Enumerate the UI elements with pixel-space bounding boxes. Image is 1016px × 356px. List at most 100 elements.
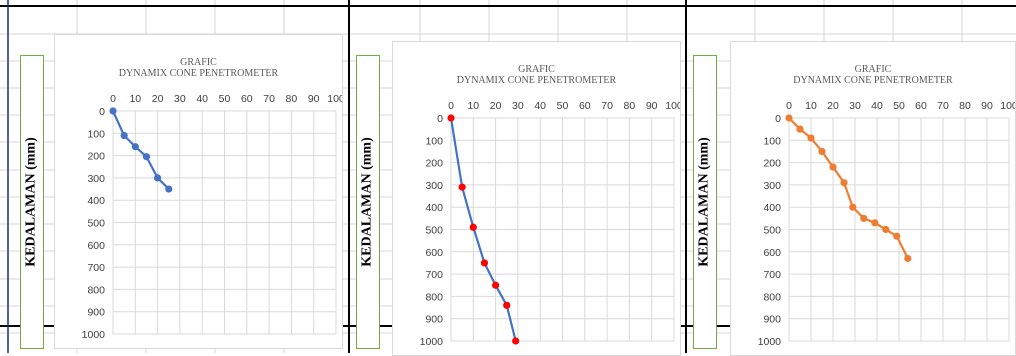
y-tick-label: 500: [425, 225, 443, 237]
chart-plot: 0 10 20 30 40 50 60 70 80 90 100010020030040050060…: [82, 93, 342, 341]
x-tick-label: 30: [174, 93, 186, 105]
data-point: [796, 125, 804, 133]
dcp-chart-3[interactable]: GRAFIC DYNAMIX CONE PENETROMETER 0 10 20 30…: [730, 41, 1016, 356]
x-tick-label: 70: [263, 93, 275, 105]
dcp-chart-2[interactable]: GRAFIC DYNAMIX CONE PENETROMETER 0 10 20 30…: [392, 41, 681, 356]
y-tick-label: 800: [763, 291, 781, 303]
y-tick-label: 900: [763, 314, 781, 326]
chart-panel-2: KEDALAMAN (mm) GRAFIC DYNAMIX CONE PENET…: [354, 6, 681, 356]
chart-title: GRAFIC: [854, 64, 892, 75]
data-point: [882, 225, 890, 234]
data-point: [120, 131, 128, 140]
x-tick-label: 60: [241, 93, 253, 105]
chart-title: GRAFIC: [518, 64, 555, 75]
data-point: [131, 143, 139, 151]
x-tick-label: 30: [512, 100, 524, 112]
data-point: [458, 183, 466, 191]
x-tick-label: 10: [467, 100, 479, 112]
y-tick-label: 700: [87, 262, 105, 274]
chart-panel-3: KEDALAMAN (mm) GRAFIC DYNAMIX CONE PENET…: [690, 6, 1016, 356]
y-tick-label: 1000: [758, 336, 782, 348]
data-point: [818, 147, 826, 156]
data-point: [871, 219, 879, 227]
y-tick-label: 200: [87, 151, 105, 163]
x-tick-label: 50: [557, 100, 569, 112]
x-tick-label: 50: [219, 93, 231, 105]
y-tick-label: 600: [87, 240, 105, 252]
y-tick-label: 0: [775, 113, 781, 125]
x-tick-label: 20: [490, 100, 502, 112]
data-point: [503, 301, 511, 309]
x-tick-label: 10: [129, 93, 141, 105]
y-tick-label: 800: [87, 284, 105, 296]
data-point: [807, 134, 815, 142]
data-point: [860, 214, 868, 222]
x-tick-label: 100: [665, 100, 680, 112]
y-tick-label: 0: [99, 106, 105, 118]
x-tick-label: 40: [534, 100, 546, 112]
y-tick-label: 900: [425, 314, 443, 326]
data-point: [447, 114, 455, 122]
data-point: [469, 223, 477, 231]
data-point: [840, 179, 848, 187]
x-tick-label: 90: [308, 93, 320, 105]
y-tick-label: 900: [87, 307, 105, 319]
depth-label-box[interactable]: KEDALAMAN (mm): [356, 55, 380, 349]
data-point: [492, 281, 500, 289]
y-tick-label: 500: [763, 225, 781, 237]
x-tick-label: 0: [110, 93, 116, 105]
x-tick-label: 40: [196, 93, 208, 105]
chart-panel-1: KEDALAMAN (mm) GRAFIC DYNAMIX CONE PENET…: [18, 6, 345, 353]
x-tick-label: 10: [805, 100, 817, 112]
y-tick-label: 1000: [420, 336, 444, 348]
x-tick-label: 20: [152, 93, 164, 105]
data-point: [165, 185, 173, 193]
data-point: [829, 163, 837, 171]
data-point: [785, 114, 793, 122]
x-tick-label: 70: [601, 100, 613, 112]
data-point: [142, 153, 151, 161]
y-tick-label: 400: [425, 202, 443, 214]
chart-title: GRAFIC: [180, 57, 217, 68]
y-tick-label: 200: [425, 158, 443, 170]
y-tick-label: 300: [425, 180, 443, 192]
y-tick-label: 600: [425, 247, 443, 259]
x-tick-label: 50: [893, 100, 905, 112]
data-point: [893, 232, 901, 240]
x-tick-label: 0: [786, 100, 792, 112]
x-tick-label: 80: [624, 100, 636, 112]
x-tick-label: 0: [448, 100, 454, 112]
x-tick-label: 20: [827, 100, 839, 112]
y-tick-label: 500: [87, 218, 105, 230]
chart-plot: 0 10 20 30 40 50 60 70 80 90 100010020030040050060…: [420, 100, 680, 348]
y-tick-label: 800: [425, 291, 443, 303]
y-tick-label: 100: [87, 128, 105, 140]
data-point: [480, 259, 489, 267]
data-point: [849, 203, 857, 211]
chart-plot: 0 10 20 30 40 50 60 70 80 90 100010020030040050060…: [758, 100, 1015, 348]
y-axis-label: KEDALAMAN (mm): [24, 137, 40, 267]
data-point: [109, 107, 117, 115]
x-tick-label: 40: [871, 100, 883, 112]
data-point: [154, 174, 162, 182]
y-tick-label: 700: [763, 269, 781, 281]
y-tick-label: 400: [87, 195, 105, 207]
chart-subtitle: DYNAMIX CONE PENETROMETER: [118, 68, 279, 79]
x-tick-label: 80: [959, 100, 971, 112]
chart-subtitle: DYNAMIX CONE PENETROMETER: [456, 75, 617, 86]
x-tick-label: 100: [1000, 100, 1015, 112]
y-tick-label: 100: [425, 135, 443, 147]
y-axis-label: KEDALAMAN (mm): [697, 137, 713, 267]
y-tick-label: 400: [763, 202, 781, 214]
y-tick-label: 100: [763, 135, 781, 147]
y-tick-label: 1000: [82, 329, 106, 341]
x-tick-label: 30: [849, 100, 861, 112]
x-tick-label: 60: [915, 100, 927, 112]
x-tick-label: 100: [327, 93, 342, 105]
y-tick-label: 300: [87, 173, 105, 185]
y-axis-label: KEDALAMAN (mm): [360, 137, 376, 267]
depth-label-box[interactable]: KEDALAMAN (mm): [693, 55, 717, 349]
dcp-chart-1[interactable]: GRAFIC DYNAMIX CONE PENETROMETER 0 10 20 30…: [54, 34, 343, 349]
series-line: [788, 117, 909, 259]
depth-label-box[interactable]: KEDALAMAN (mm): [20, 55, 44, 349]
